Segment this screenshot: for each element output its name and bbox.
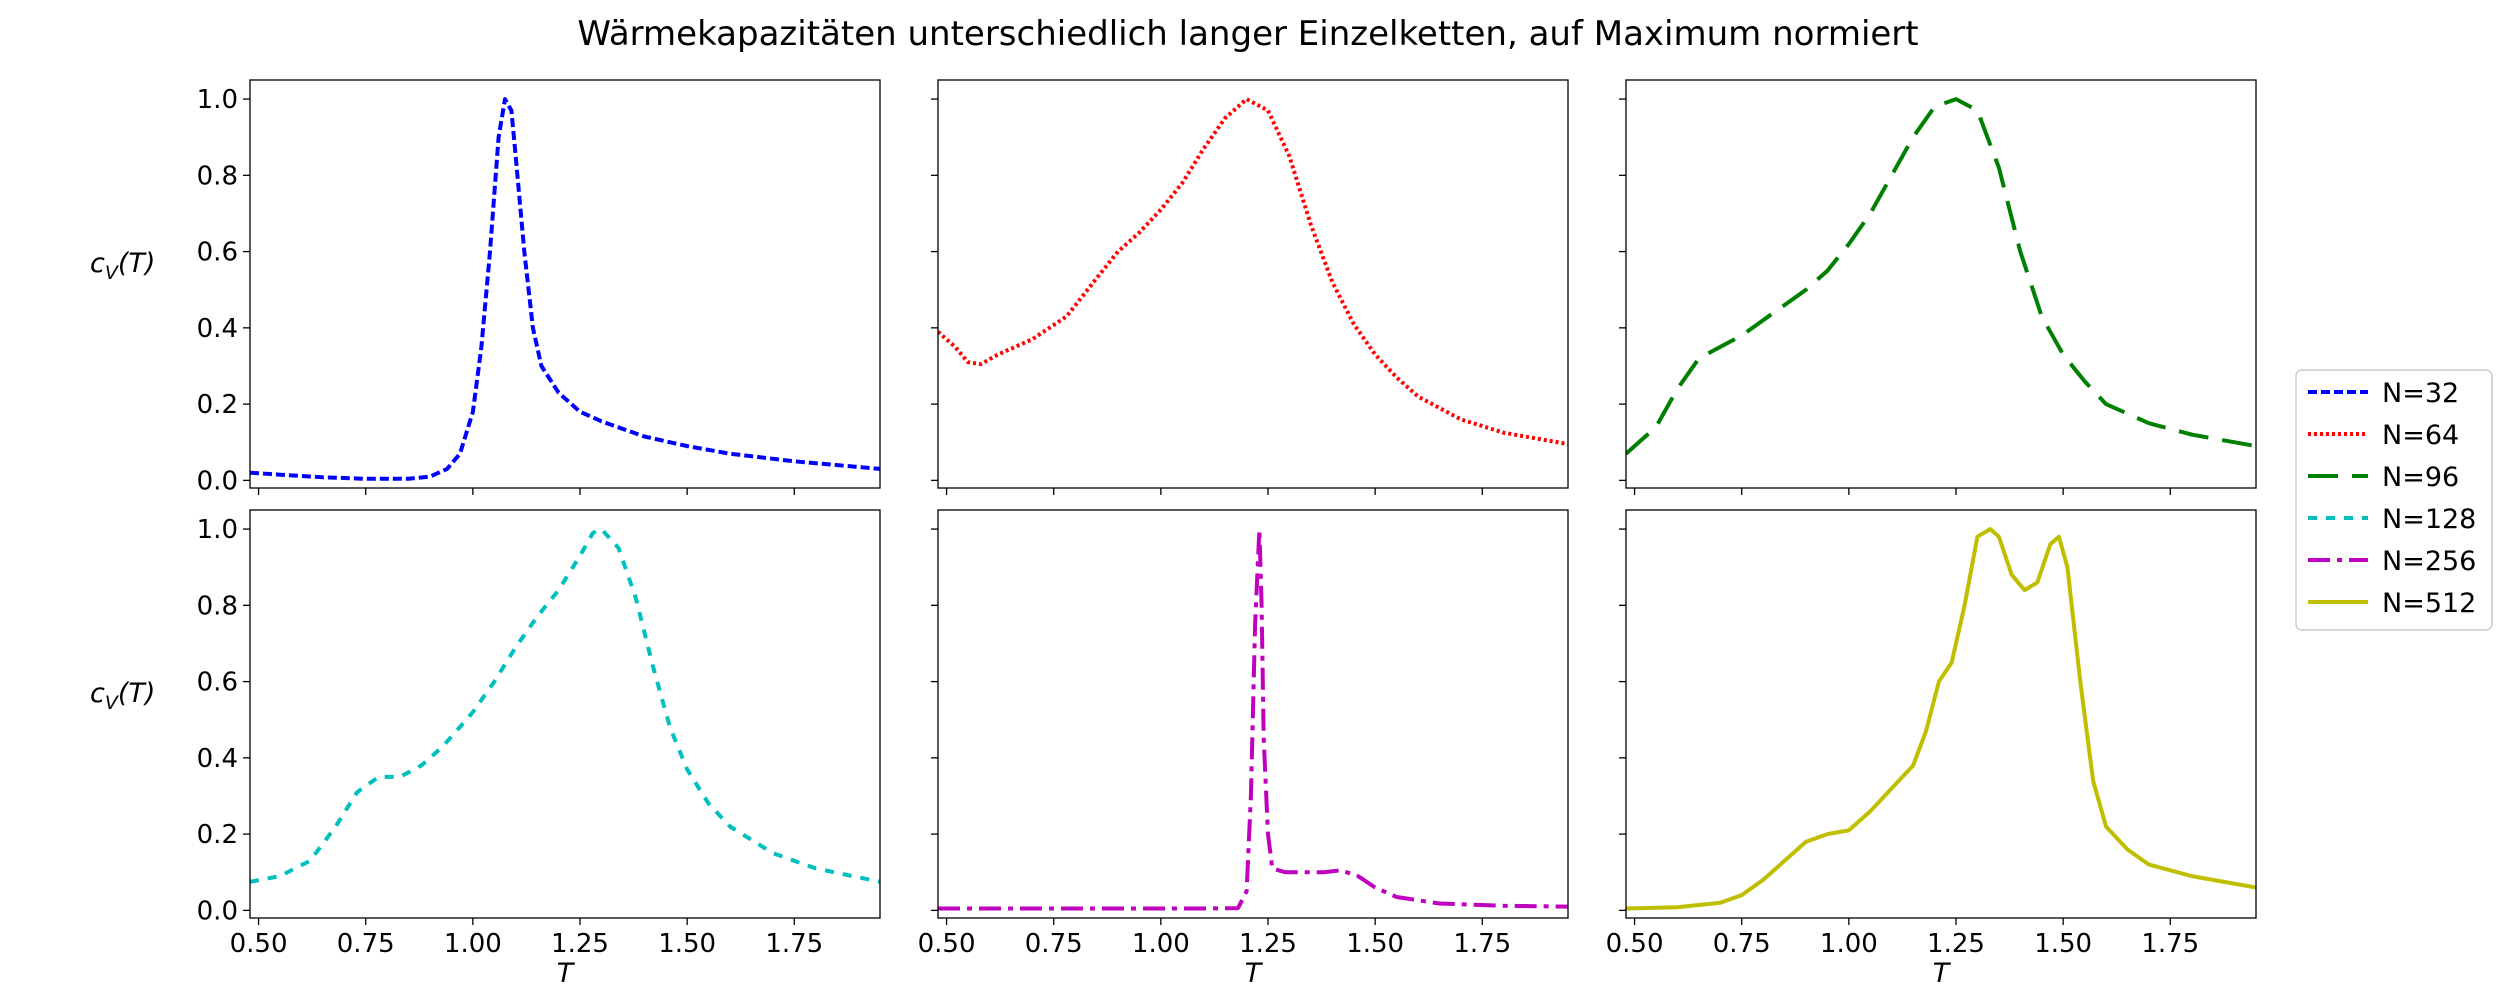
- legend-entry: N=32: [2308, 378, 2459, 409]
- legend-label: N=256: [2382, 546, 2476, 577]
- panel-2: [931, 79, 1569, 495]
- panel-5: 0.50 0.75 1.00 1.25 1.50 1.75 T: [918, 509, 1569, 989]
- legend-label: N=128: [2382, 504, 2476, 535]
- legend: N=32 N=64 N=96 N=128 N=256 N=512: [2295, 369, 2493, 631]
- x-tick-label: 1.75: [2141, 929, 2199, 959]
- legend-entry: N=512: [2308, 588, 2476, 619]
- series-line-n-96: [1626, 97, 2256, 456]
- legend-entry: N=64: [2308, 420, 2459, 451]
- panels: 0.0 0.2 0.4 0.6 0.8 1.0 cV(T) 0.50 0.75 1.00 1.25 1…: [90, 79, 2257, 989]
- axes-frame: [249, 509, 881, 919]
- panel-3: [1619, 79, 2257, 495]
- x-tick-label: 1.00: [444, 929, 502, 959]
- x-axis-label: T: [1933, 958, 1952, 989]
- figure-title: Wärmekapazitäten unterschiedlich langer …: [577, 14, 1918, 54]
- x-tick-label: 1.50: [1346, 929, 1404, 959]
- x-tick-label: 0.75: [1713, 929, 1771, 959]
- y-tick-label: 0.4: [197, 314, 238, 344]
- panel-4: 0.50 0.75 1.00 1.25 1.50 1.75 0.0 0.2 0.4 0.6 0.8 1…: [90, 509, 881, 989]
- series-line-n-32: [250, 97, 880, 481]
- y-tick-label: 0.6: [197, 668, 238, 698]
- x-tick-label: 1.25: [1927, 929, 1985, 959]
- y-tick-label: 1.0: [197, 515, 238, 545]
- legend-entry: N=96: [2308, 462, 2459, 493]
- legend-label: N=32: [2382, 378, 2459, 409]
- x-tick-label: 1.25: [1239, 929, 1297, 959]
- x-tick-label: 1.25: [551, 929, 609, 959]
- y-tick-label: 0.2: [197, 820, 238, 850]
- x-axis-label: T: [1245, 958, 1264, 989]
- y-tick-label: 0.6: [197, 238, 238, 268]
- panel-6: 0.50 0.75 1.00 1.25 1.50 1.75 T: [1606, 509, 2257, 989]
- axes-frame: [1625, 79, 2257, 489]
- panel-1: 0.0 0.2 0.4 0.6 0.8 1.0 cV(T): [90, 79, 881, 496]
- axes-frame: [249, 79, 881, 489]
- y-tick-label: 0.0: [197, 896, 238, 926]
- x-tick-label: 0.75: [337, 929, 395, 959]
- legend-label: N=512: [2382, 588, 2476, 619]
- x-axis-label: T: [557, 958, 576, 989]
- x-tick-label: 1.00: [1820, 929, 1878, 959]
- x-tick-label: 0.75: [1025, 929, 1083, 959]
- y-axis-label: cV(T): [90, 678, 155, 714]
- x-tick-label: 1.50: [658, 929, 716, 959]
- series-line-n-128: [250, 527, 880, 884]
- axes-frame: [1625, 509, 2257, 919]
- y-tick-label: 1.0: [197, 85, 238, 115]
- x-tick-label: 1.75: [1453, 929, 1511, 959]
- series-line-n-256: [938, 527, 1568, 911]
- x-tick-label: 0.50: [230, 929, 288, 959]
- y-tick-label: 0.0: [197, 466, 238, 496]
- axes-frame: [937, 509, 1569, 919]
- y-tick-label: 0.2: [197, 390, 238, 420]
- series-line-n-512: [1626, 527, 2256, 911]
- y-axis-label: cV(T): [90, 248, 155, 284]
- x-tick-label: 1.75: [765, 929, 823, 959]
- legend-label: N=96: [2382, 462, 2459, 493]
- x-tick-label: 1.00: [1132, 929, 1190, 959]
- series-line-n-64: [938, 97, 1568, 447]
- legend-entry: N=128: [2308, 504, 2476, 535]
- x-tick-label: 0.50: [1606, 929, 1664, 959]
- y-tick-label: 0.4: [197, 744, 238, 774]
- axes-frame: [937, 79, 1569, 489]
- x-tick-label: 0.50: [918, 929, 976, 959]
- legend-entry: N=256: [2308, 546, 2476, 577]
- x-tick-label: 1.50: [2034, 929, 2092, 959]
- y-tick-label: 0.8: [197, 591, 238, 621]
- legend-label: N=64: [2382, 420, 2459, 451]
- y-tick-label: 0.8: [197, 161, 238, 191]
